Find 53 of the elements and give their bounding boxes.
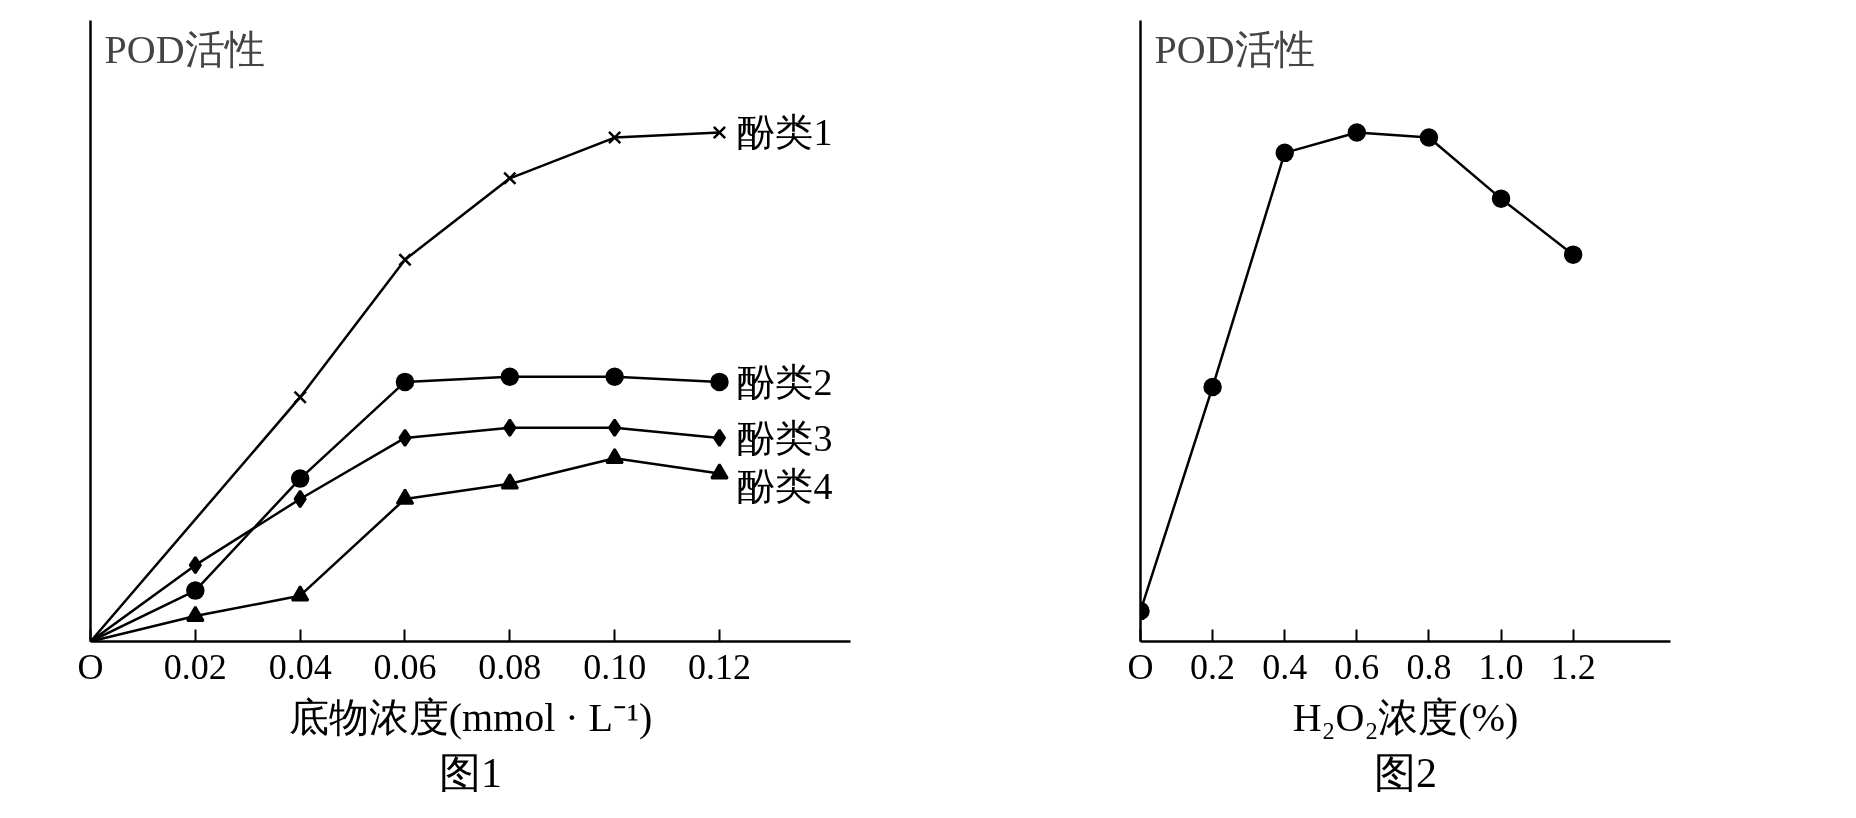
- point: [188, 555, 202, 575]
- point: [1275, 143, 1294, 163]
- series-label: 酚类2: [737, 360, 833, 403]
- x-tick-label: 0.2: [1190, 646, 1236, 687]
- x-tick-label: 0.08: [478, 646, 542, 687]
- point: [293, 489, 307, 509]
- point: [290, 469, 310, 488]
- text: 图1: [439, 749, 502, 796]
- point: [395, 372, 415, 392]
- point: [607, 130, 622, 145]
- x-tick-label: 0.8: [1406, 646, 1452, 687]
- point: [1491, 189, 1511, 208]
- point: [502, 171, 517, 186]
- point: [398, 252, 412, 267]
- series-label: 酚类4: [737, 464, 833, 507]
- x-tick-label: 1.2: [1550, 646, 1596, 687]
- point: [186, 605, 205, 622]
- point: [186, 581, 205, 600]
- point: [1419, 128, 1439, 147]
- x-tick-label: 0.06: [373, 646, 437, 687]
- x-tick-label: 0.12: [687, 646, 751, 687]
- point: [710, 372, 729, 392]
- x-axis-title: 底物浓度(mmol · L⁻¹): [288, 694, 653, 740]
- point: [608, 418, 622, 437]
- point: [1347, 123, 1367, 142]
- x-axis-title: H₂O₂浓度(%): [1292, 694, 1519, 740]
- x-tick-label: 1.0: [1478, 646, 1524, 687]
- point: [1563, 245, 1583, 264]
- point: [1203, 377, 1222, 397]
- x-tick-label: 0.10: [583, 646, 647, 687]
- point: [290, 585, 310, 602]
- text: O: [77, 646, 104, 687]
- text: O: [1127, 646, 1154, 687]
- x-tick-label: 0.4: [1262, 646, 1308, 687]
- x-tick-label: 0.6: [1334, 646, 1380, 687]
- point: [500, 473, 520, 490]
- point: [500, 367, 520, 387]
- point: [503, 418, 517, 437]
- x-tick-label: 0.04: [268, 646, 332, 687]
- y-axis-title: POD活性: [104, 26, 265, 72]
- point: [398, 428, 412, 448]
- point: [605, 447, 624, 465]
- series-label: 酚类1: [737, 111, 833, 154]
- point: [395, 488, 415, 505]
- point: [710, 463, 729, 480]
- x-tick-label: 0.02: [163, 646, 227, 687]
- point: [293, 390, 308, 405]
- series-label: 酚类3: [737, 416, 833, 459]
- point: [605, 367, 624, 387]
- point: [712, 125, 727, 140]
- text: 图2: [1374, 749, 1437, 796]
- y-axis-title: POD活性: [1154, 26, 1315, 72]
- point: [712, 428, 727, 448]
